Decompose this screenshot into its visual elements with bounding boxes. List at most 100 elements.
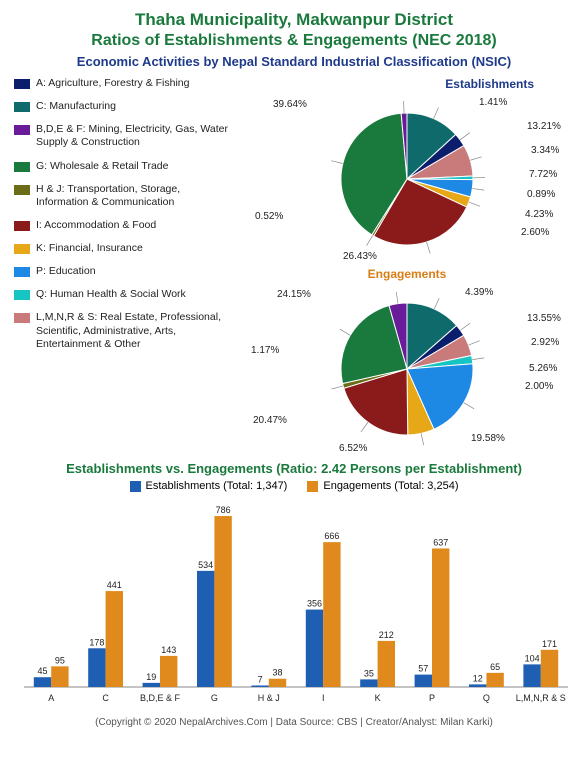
bar-value-label: 45 [37,666,47,676]
pie-leader [434,298,439,309]
legend-label: B,D,E & F: Mining, Electricity, Gas, Wat… [36,123,232,149]
pie-leader [470,157,482,160]
legend-item: G: Wholesale & Retail Trade [14,160,232,173]
pie-leader [472,358,484,360]
bar-value-label: 534 [198,559,213,569]
bar-legend-swatch [307,481,318,492]
bar-value-label: 57 [418,663,428,673]
pie-svg [247,93,567,265]
bar-category-label: P [429,693,435,703]
legend-item: I: Accommodation & Food [14,219,232,232]
bar-legend-label: Establishments (Total: 1,347) [146,480,288,492]
legend-label: G: Wholesale & Retail Trade [36,160,168,173]
pie1-wrap: 13.21%3.34%7.72%0.89%4.23%2.60%26.43%0.5… [247,93,567,265]
legend-label: P: Education [36,265,96,278]
pie2-title: Engagements [368,267,447,281]
legend-label: I: Accommodation & Food [36,219,156,232]
legend-swatch [14,185,30,195]
pie-slice-label: 7.72% [529,169,557,180]
bar [269,678,286,686]
pie-leader [434,108,439,119]
pie-slice-label: 2.92% [531,337,559,348]
pie-leader [404,101,405,113]
legend-item: Q: Human Health & Social Work [14,288,232,301]
legend-item: L,M,N,R & S: Real Estate, Professional, … [14,311,232,350]
bar-legend-item: Engagements (Total: 3,254) [307,480,458,492]
bar [106,591,123,687]
bar-category-label: L,M,N,R & S [516,693,566,703]
legend-item: H & J: Transportation, Storage, Informat… [14,183,232,209]
pie-slice-label: 3.34% [531,145,559,156]
pie-slice-label: 0.89% [527,189,555,200]
pie1-title: Establishments [445,77,534,91]
pie-leader [464,403,474,409]
bar-category-label: H & J [258,693,280,703]
pie-leader [396,292,398,304]
pie-leader [469,202,480,206]
pies-column: Establishments 13.21%3.34%7.72%0.89%4.23… [240,77,574,455]
bar [34,677,51,687]
upper-section: A: Agriculture, Forestry & FishingC: Man… [14,77,574,455]
bar-value-label: 104 [525,653,540,663]
bar-value-label: 95 [55,655,65,665]
bar-chart-svg: 4595A178441C19143B,D,E & F534786G738H & … [14,499,574,709]
pie-leader [340,329,350,335]
pie-slice-label: 5.26% [529,363,557,374]
pie-slice-label: 20.47% [253,415,287,426]
bar-category-label: B,D,E & F [140,693,181,703]
legend-swatch [14,290,30,300]
legend-label: A: Agriculture, Forestry & Fishing [36,77,189,90]
pie-slice-label: 13.55% [527,313,561,324]
bar [214,516,231,687]
pie-leader [331,161,343,164]
legend-swatch [14,267,30,277]
pie-svg [247,283,567,455]
bar-category-label: I [322,693,325,703]
bar-value-label: 171 [542,638,557,648]
subtitle: Economic Activities by Nepal Standard In… [14,54,574,69]
pie2-wrap: 13.55%2.92%5.26%2.00%19.58%6.52%20.47%1.… [247,283,567,455]
pie-leader [361,422,368,432]
bar-value-label: 786 [216,505,231,515]
pie-slice-label: 0.52% [255,211,283,222]
pie-slice-label: 4.39% [465,287,493,298]
bar [160,655,177,686]
bar-legend-swatch [130,481,141,492]
legend-label: H & J: Transportation, Storage, Informat… [36,183,232,209]
pie-slice-label: 1.17% [251,345,279,356]
pie-leader [332,386,344,389]
bar [51,666,68,687]
bar-value-label: 178 [89,637,104,647]
bar-category-label: Q [483,693,490,703]
bar-category-label: K [375,693,381,703]
bar [306,609,323,686]
legend-label: K: Financial, Insurance [36,242,143,255]
legend-item: A: Agriculture, Forestry & Fishing [14,77,232,90]
bar-chart-title: Establishments vs. Engagements (Ratio: 2… [14,461,574,476]
pie-slice-label: 6.52% [339,443,367,454]
legend-item: P: Education [14,265,232,278]
bar-value-label: 441 [107,580,122,590]
pie-slice-label: 2.00% [525,381,553,392]
legend-item: B,D,E & F: Mining, Electricity, Gas, Wat… [14,123,232,149]
bar [541,649,558,686]
pie-slice-label: 24.15% [277,289,311,300]
footer-text: (Copyright © 2020 NepalArchives.Com | Da… [14,717,574,728]
pie-leader [472,188,484,190]
bar [469,684,486,687]
bar [197,570,214,686]
legend-item: K: Financial, Insurance [14,242,232,255]
pie-slice-label: 13.21% [527,121,561,132]
legend-swatch [14,162,30,172]
legend-label: Q: Human Health & Social Work [36,288,186,301]
bar [360,679,377,687]
bar-value-label: 637 [433,537,448,547]
legend-swatch [14,125,30,135]
bar [378,640,395,686]
pie-slice-label: 2.60% [521,227,549,238]
pie-leader [427,242,431,253]
title-line-1: Thaha Municipality, Makwanpur District [14,10,574,30]
bar-value-label: 38 [272,667,282,677]
bar [432,548,449,687]
legend-column: A: Agriculture, Forestry & FishingC: Man… [14,77,240,455]
